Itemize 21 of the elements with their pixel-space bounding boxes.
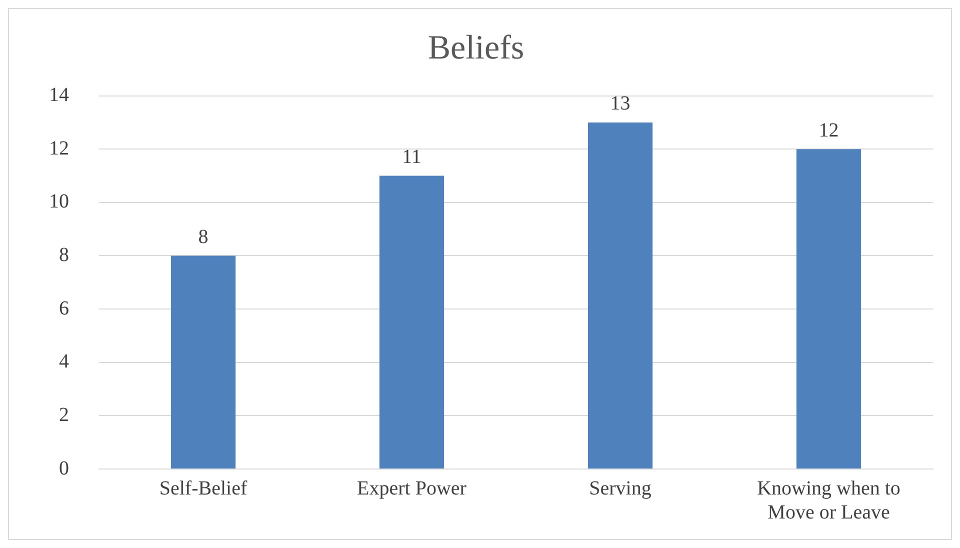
bar [379, 176, 444, 468]
data-label: 13 [610, 92, 630, 115]
y-tick-label: 8 [59, 244, 69, 266]
y-tick-label: 2 [59, 404, 69, 426]
bar [588, 122, 653, 468]
x-tick-label: Self-Belief [159, 477, 248, 500]
data-label: 8 [198, 226, 208, 248]
chart-title: Beliefs [428, 29, 524, 66]
x-tick-label: Expert Power [357, 477, 467, 500]
y-tick-label: 6 [59, 297, 69, 320]
x-tick-label: Knowing when to Move or Leave [757, 477, 900, 524]
x-tick-label: Serving [589, 477, 652, 500]
data-label: 12 [818, 119, 839, 142]
bar [796, 149, 862, 468]
y-tick-label: 0 [59, 457, 69, 480]
y-tick-label: 10 [49, 190, 69, 213]
y-tick-label: 4 [59, 350, 69, 373]
y-tick-label: 12 [49, 137, 69, 160]
y-tick-label: 14 [49, 84, 69, 106]
bar [170, 256, 236, 468]
data-label: 11 [402, 146, 422, 168]
